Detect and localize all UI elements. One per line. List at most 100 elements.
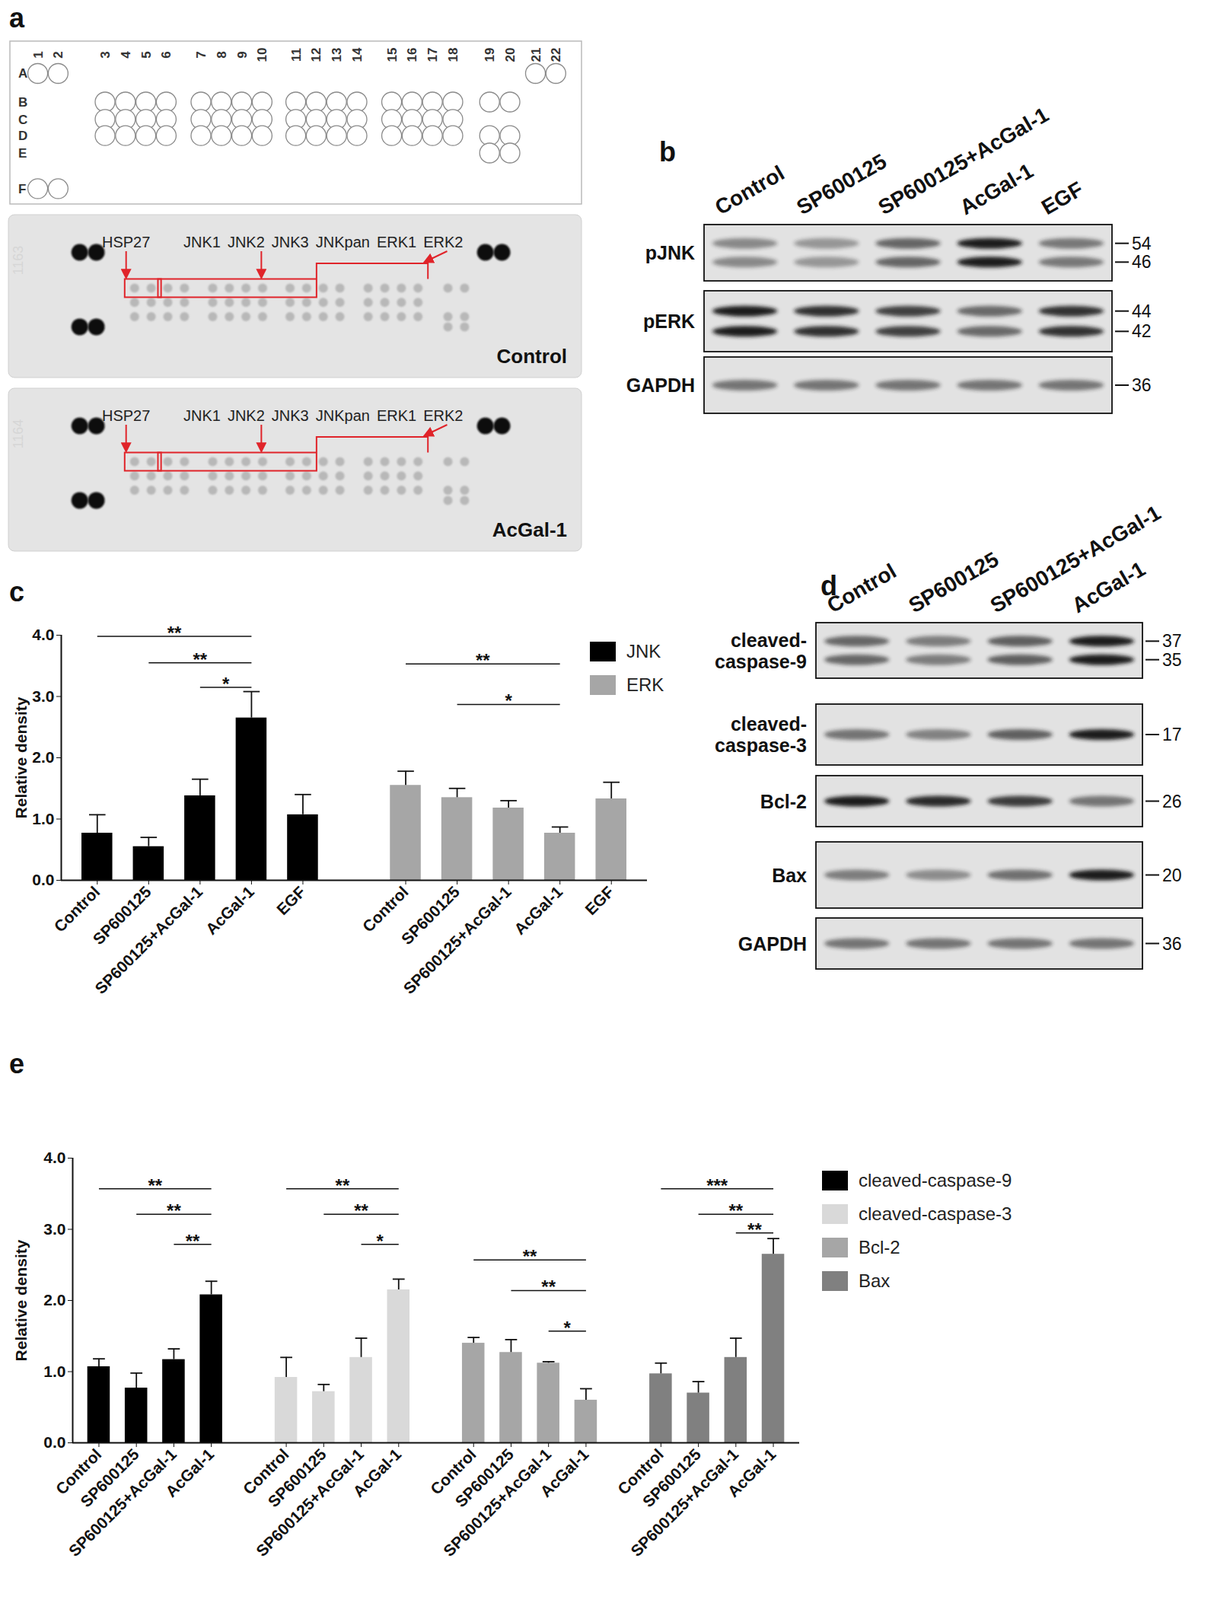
svg-text:6: 6 <box>159 50 174 58</box>
svg-text:cleaved-: cleaved- <box>730 713 807 735</box>
svg-text:2: 2 <box>50 50 66 58</box>
svg-text:1.0: 1.0 <box>43 1362 66 1380</box>
svg-text:ERK2: ERK2 <box>423 407 463 424</box>
svg-text:e: e <box>9 1048 25 1080</box>
svg-text:3.0: 3.0 <box>31 687 55 705</box>
svg-text:Bcl-2: Bcl-2 <box>760 790 807 813</box>
svg-text:SP600125: SP600125 <box>904 547 1003 618</box>
svg-text:EGF: EGF <box>1037 177 1087 220</box>
svg-text:JNKpan: JNKpan <box>315 407 370 424</box>
svg-text:AcGal-1: AcGal-1 <box>202 882 259 938</box>
svg-text:D: D <box>18 128 28 144</box>
svg-text:JNK2: JNK2 <box>227 233 265 251</box>
svg-text:JNK2: JNK2 <box>227 407 265 424</box>
svg-text:16: 16 <box>404 47 420 63</box>
svg-text:26: 26 <box>1162 791 1183 812</box>
svg-text:22: 22 <box>548 47 564 63</box>
svg-text:Bax: Bax <box>771 864 807 886</box>
svg-text:46: 46 <box>1131 251 1152 272</box>
svg-text:7: 7 <box>194 50 209 58</box>
svg-text:B: B <box>18 95 28 110</box>
svg-text:Relative density: Relative density <box>12 696 30 819</box>
svg-text:17: 17 <box>425 47 440 63</box>
svg-text:JNK1: JNK1 <box>183 233 221 251</box>
svg-text:ERK1: ERK1 <box>376 407 417 424</box>
svg-text:Control: Control <box>497 344 568 368</box>
svg-text:AcGal-1: AcGal-1 <box>162 1444 218 1501</box>
svg-text:14: 14 <box>350 47 365 62</box>
svg-text:SP600125+AcGal-1: SP600125+AcGal-1 <box>874 102 1054 220</box>
svg-text:3.0: 3.0 <box>43 1220 66 1238</box>
svg-text:8: 8 <box>214 50 230 58</box>
svg-text:44: 44 <box>1131 301 1152 322</box>
svg-text:HSP27: HSP27 <box>101 233 150 251</box>
svg-text:SP600125: SP600125 <box>792 149 891 220</box>
svg-text:**: ** <box>541 1276 556 1297</box>
svg-text:pERK: pERK <box>643 310 695 332</box>
svg-text:HSP27: HSP27 <box>101 407 150 424</box>
svg-text:4.0: 4.0 <box>43 1148 66 1167</box>
svg-text:**: ** <box>147 1175 163 1196</box>
svg-text:**: ** <box>728 1200 743 1221</box>
svg-text:10: 10 <box>254 47 270 63</box>
svg-text:21: 21 <box>528 47 544 63</box>
svg-text:EGF: EGF <box>581 882 618 919</box>
svg-text:GAPDH: GAPDH <box>626 374 695 396</box>
svg-text:JNK3: JNK3 <box>271 233 310 251</box>
svg-text:F: F <box>18 181 26 197</box>
svg-text:4: 4 <box>118 50 134 59</box>
svg-text:ERK2: ERK2 <box>423 233 463 251</box>
svg-text:19: 19 <box>482 47 498 63</box>
svg-text:3: 3 <box>98 50 113 58</box>
svg-text:SP600125+AcGal-1: SP600125+AcGal-1 <box>65 1444 181 1560</box>
svg-text:caspase-9: caspase-9 <box>714 650 807 673</box>
svg-text:A: A <box>18 66 28 81</box>
svg-text:1164: 1164 <box>10 419 26 450</box>
svg-text:0.0: 0.0 <box>43 1433 66 1451</box>
svg-text:**: ** <box>167 622 182 644</box>
svg-text:Relative density: Relative density <box>12 1239 30 1361</box>
svg-text:20: 20 <box>1162 865 1183 886</box>
svg-text:2.0: 2.0 <box>31 748 55 766</box>
svg-text:**: ** <box>747 1219 762 1240</box>
svg-text:Control: Control <box>822 559 901 619</box>
svg-text:**: ** <box>475 650 491 671</box>
svg-text:17: 17 <box>1162 724 1183 745</box>
svg-text:AcGal-1: AcGal-1 <box>349 1444 405 1501</box>
svg-text:2.0: 2.0 <box>43 1290 66 1309</box>
svg-text:SP600125+AcGal-1: SP600125+AcGal-1 <box>399 882 515 998</box>
svg-text:pJNK: pJNK <box>645 242 695 264</box>
svg-text:AcGal-1: AcGal-1 <box>510 882 567 938</box>
svg-text:SP600125+AcGal-1: SP600125+AcGal-1 <box>91 882 207 998</box>
svg-text:0.0: 0.0 <box>31 870 55 889</box>
svg-text:1163: 1163 <box>10 245 26 276</box>
svg-text:37: 37 <box>1162 630 1183 651</box>
svg-text:AcGal-1: AcGal-1 <box>492 518 568 542</box>
svg-text:AcGal-1: AcGal-1 <box>536 1444 593 1501</box>
svg-text:**: ** <box>193 649 208 670</box>
svg-text:*: * <box>504 690 513 711</box>
svg-text:12: 12 <box>309 47 324 63</box>
svg-text:a: a <box>9 2 26 34</box>
svg-text:SP600125+AcGal-1: SP600125+AcGal-1 <box>439 1444 555 1560</box>
svg-text:SP600125+AcGal-1: SP600125+AcGal-1 <box>986 500 1166 618</box>
svg-text:**: ** <box>335 1175 351 1196</box>
svg-text:4.0: 4.0 <box>31 625 55 644</box>
svg-text:42: 42 <box>1131 321 1152 341</box>
svg-text:b: b <box>659 136 676 168</box>
svg-text:JNKpan: JNKpan <box>315 233 370 251</box>
svg-text:Control: Control <box>710 161 789 220</box>
svg-text:SP600125+AcGal-1: SP600125+AcGal-1 <box>627 1444 743 1560</box>
svg-text:1: 1 <box>31 50 46 58</box>
svg-text:SP600125+AcGal-1: SP600125+AcGal-1 <box>252 1444 368 1560</box>
svg-text:c: c <box>9 576 25 608</box>
svg-text:18: 18 <box>446 47 461 63</box>
svg-text:cleaved-: cleaved- <box>730 629 807 651</box>
svg-text:11: 11 <box>289 47 304 62</box>
svg-text:**: ** <box>185 1230 201 1252</box>
svg-text:5: 5 <box>139 50 154 58</box>
svg-text:ERK1: ERK1 <box>376 233 417 251</box>
svg-text:AcGal-1: AcGal-1 <box>723 1444 780 1501</box>
svg-text:JNK1: JNK1 <box>183 407 221 424</box>
svg-text:Control: Control <box>50 882 103 936</box>
